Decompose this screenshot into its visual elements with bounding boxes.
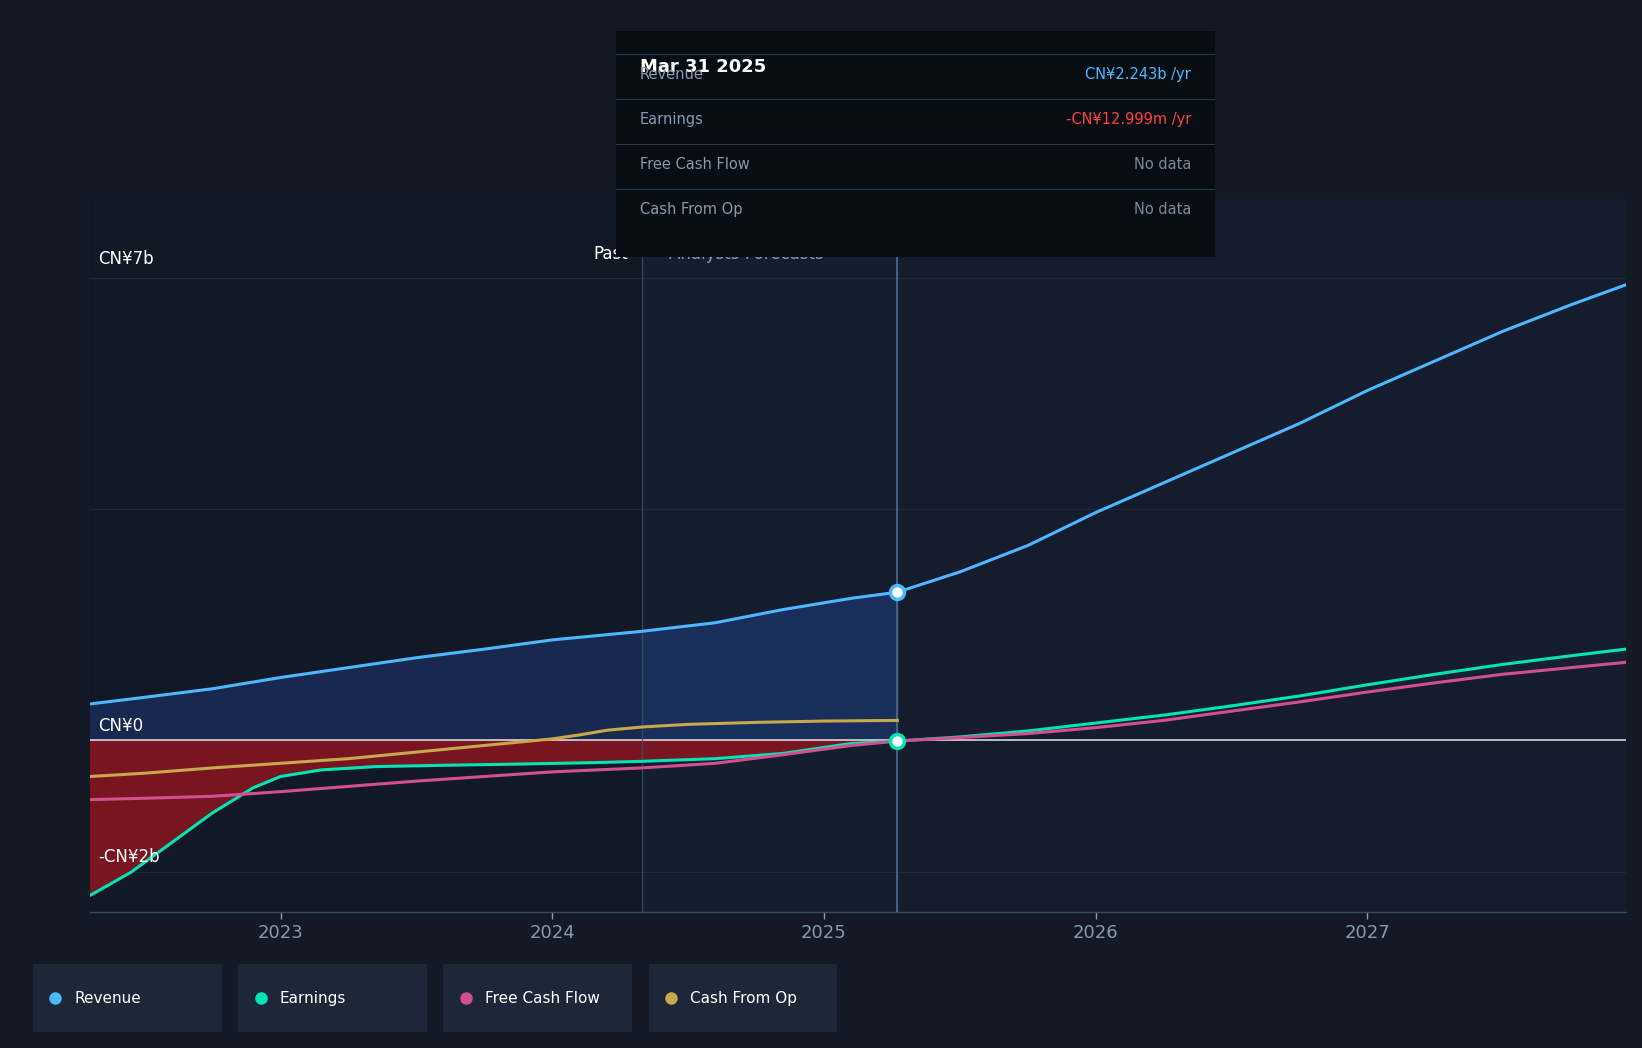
Text: Cash From Op: Cash From Op [690,990,796,1006]
Text: Earnings: Earnings [640,112,704,127]
Text: Past: Past [594,245,629,263]
Text: CN¥0: CN¥0 [99,717,143,735]
Text: Free Cash Flow: Free Cash Flow [484,990,599,1006]
Text: Mar 31 2025: Mar 31 2025 [640,59,765,77]
Text: CN¥2.243b /yr: CN¥2.243b /yr [1085,67,1190,82]
Text: -CN¥12.999m /yr: -CN¥12.999m /yr [1066,112,1190,127]
Text: Revenue: Revenue [640,67,704,82]
Text: Earnings: Earnings [279,990,346,1006]
Bar [897,199,1626,912]
Bar [90,199,642,912]
Text: No data: No data [1133,202,1190,217]
Text: Analysts Forecasts: Analysts Forecasts [668,245,824,263]
Text: CN¥7b: CN¥7b [99,250,154,268]
Text: Cash From Op: Cash From Op [640,202,742,217]
Text: Free Cash Flow: Free Cash Flow [640,157,749,172]
Text: -CN¥2b: -CN¥2b [99,848,159,866]
Bar [642,199,897,912]
Text: Revenue: Revenue [74,990,141,1006]
Text: No data: No data [1133,157,1190,172]
